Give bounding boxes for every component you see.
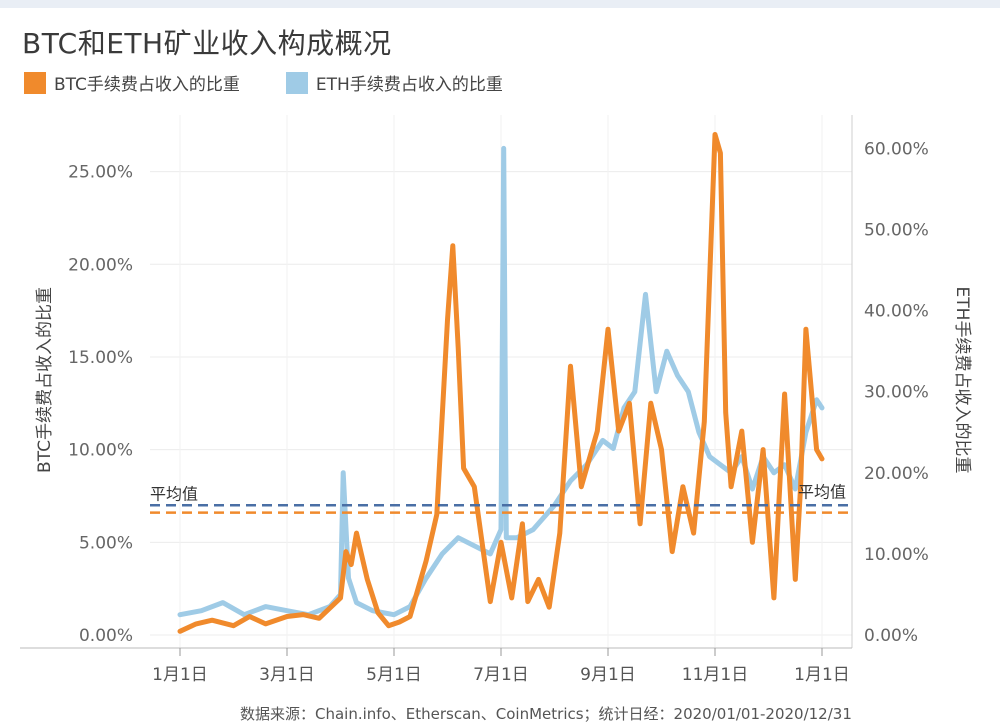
average-label-right: 平均值 [798, 482, 846, 501]
left-tick-label: 20.00% [68, 255, 133, 275]
right-axis-label: ETH手续费占收入的比重 [952, 287, 972, 474]
legend: BTC手续费占收入的比重 ETH手续费占收入的比重 [24, 70, 549, 95]
average-label-left: 平均值 [150, 484, 198, 503]
x-axis-ticks: 1月1日 3月1日 5月1日 7月1日 9月1日 11月1日 1月1日 [152, 648, 850, 685]
right-tick-label: 10.00% [864, 545, 929, 565]
series-line-btc [177, 132, 825, 634]
left-axis-ticks: 0.00% 5.00% 10.00% 15.00% 20.00% 25.00% [68, 163, 133, 646]
x-tick-label: 3月1日 [259, 665, 315, 685]
right-tick-label: 30.00% [864, 383, 929, 403]
legend-label-btc: BTC手续费占收入的比重 [54, 75, 240, 95]
left-axis-label: BTC手续费占收入的比重 [35, 287, 55, 473]
legend-item-btc: BTC手续费占收入的比重 [24, 70, 240, 95]
legend-swatch-btc [24, 71, 46, 94]
right-tick-label: 50.00% [864, 221, 929, 241]
left-tick-label: 10.00% [68, 441, 133, 461]
legend-item-eth: ETH手续费占收入的比重 [285, 70, 503, 95]
top-banner [0, 0, 1000, 8]
left-tick-label: 25.00% [68, 163, 133, 183]
legend-swatch-eth [285, 71, 308, 94]
left-tick-label: 0.00% [79, 626, 133, 646]
x-tick-label: 11月1日 [682, 665, 748, 685]
right-tick-label: 40.00% [864, 302, 929, 322]
right-tick-label: 0.00% [864, 626, 918, 646]
x-tick-label: 5月1日 [366, 665, 422, 685]
left-tick-label: 15.00% [68, 348, 133, 368]
x-tick-label: 7月1日 [473, 665, 529, 685]
x-tick-label: 1月1日 [794, 665, 850, 685]
x-tick-label: 1月1日 [152, 665, 208, 685]
left-tick-label: 5.00% [79, 533, 133, 553]
right-tick-label: 20.00% [864, 464, 929, 484]
data-source-note: 数据来源：Chain.info、Etherscan、CoinMetrics；统计… [240, 705, 852, 723]
x-tick-label: 9月1日 [580, 665, 636, 685]
right-axis-ticks: 0.00% 10.00% 20.00% 30.00% 40.00% 50.00% 60.00… [864, 139, 929, 646]
legend-label-eth: ETH手续费占收入的比重 [315, 75, 503, 95]
right-tick-label: 60.00% [864, 139, 929, 159]
chart-title: BTC和ETH矿业收入构成概况 [22, 27, 392, 60]
